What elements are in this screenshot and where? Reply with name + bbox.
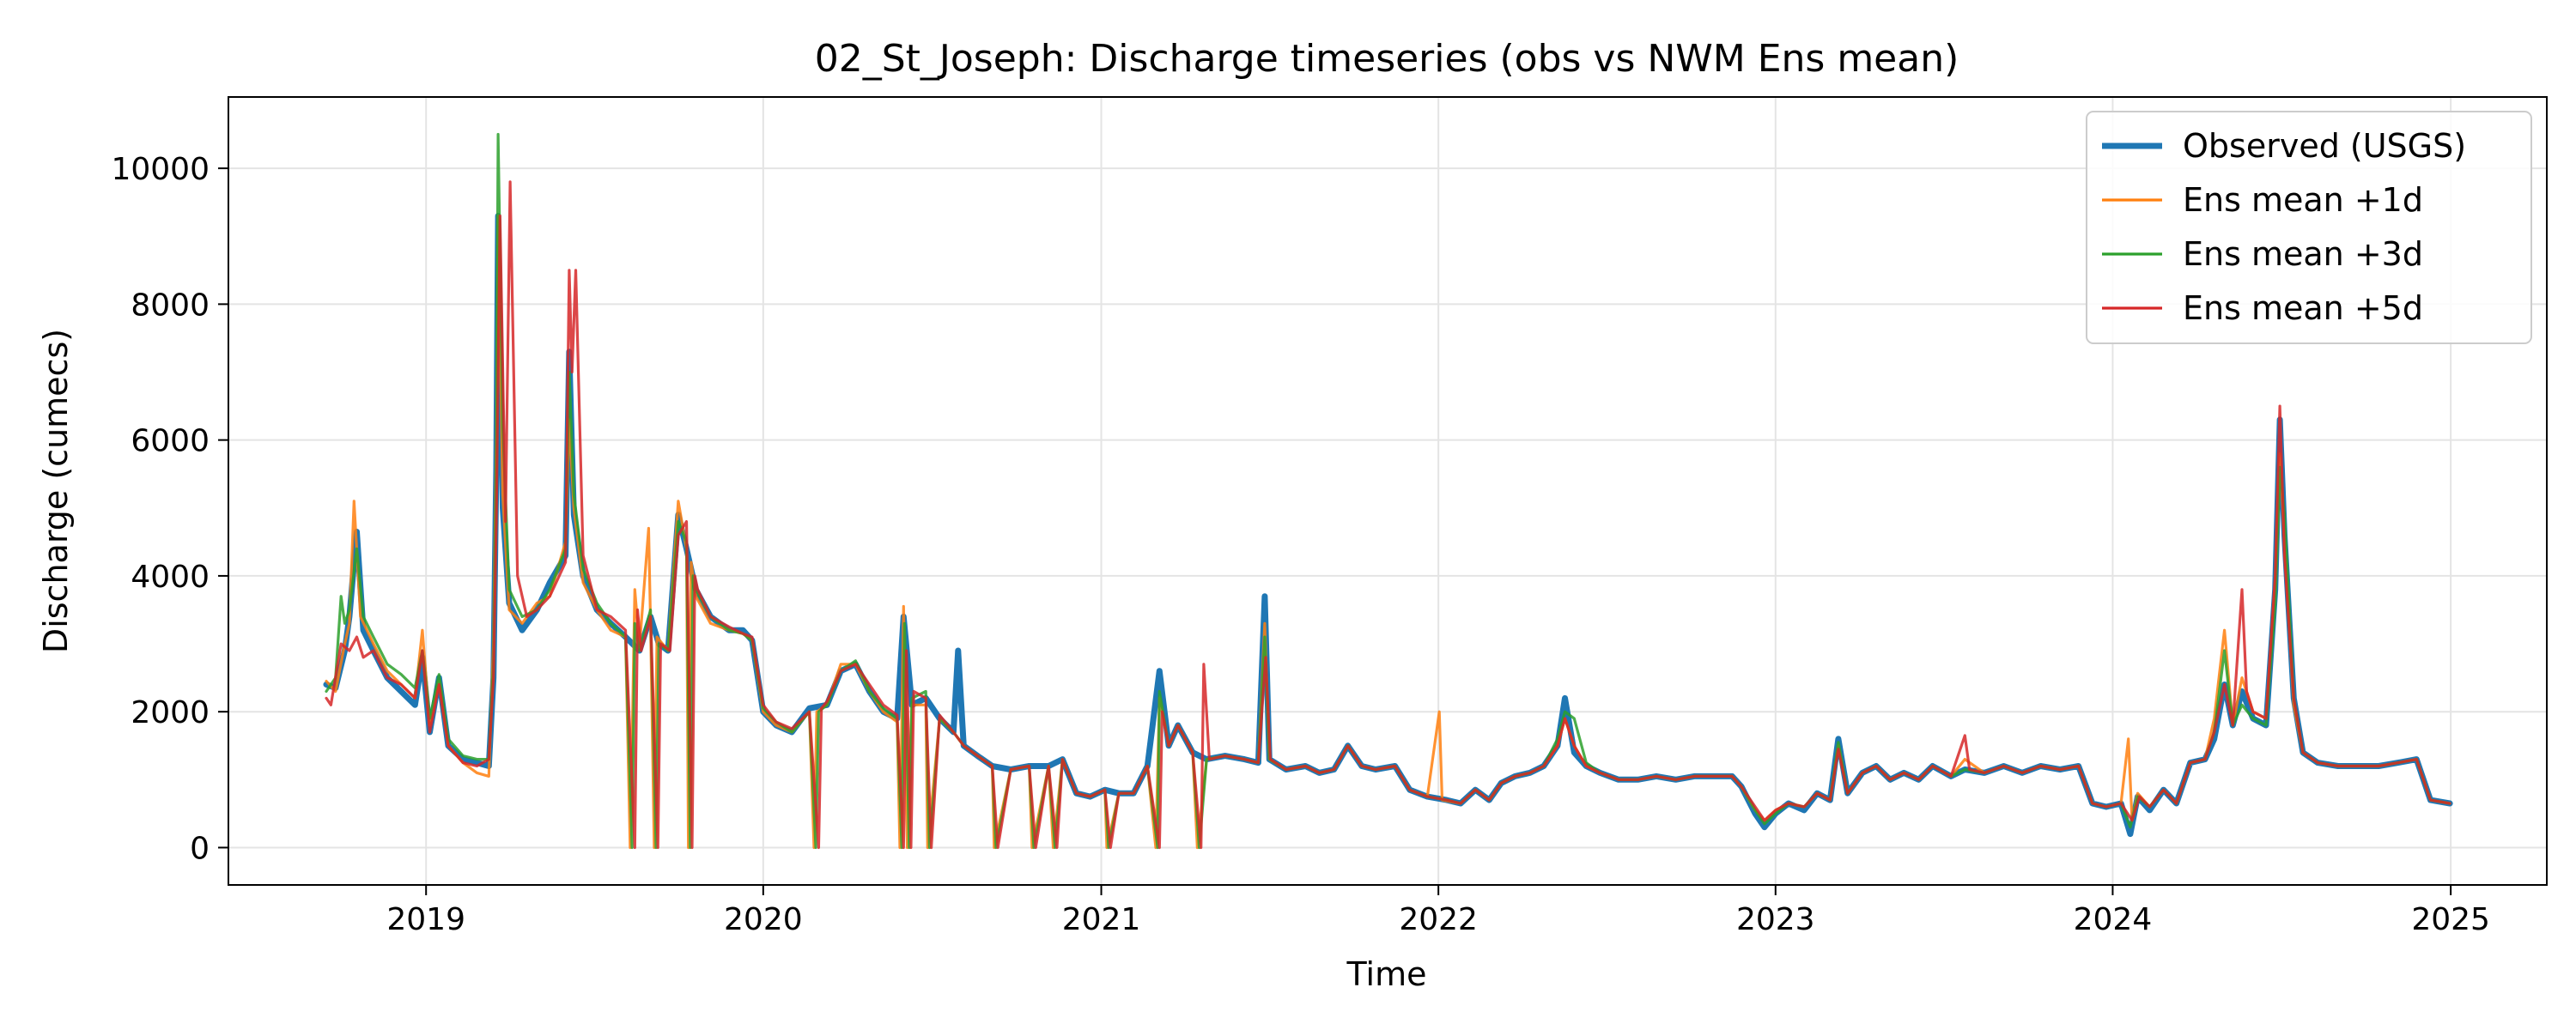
y-tick-label: 2000 bbox=[131, 695, 210, 730]
legend-label: Ens mean +3d bbox=[2183, 235, 2423, 273]
plot-frame bbox=[228, 96, 2548, 886]
chart-title: 02_St_Joseph: Discharge timeseries (obs … bbox=[815, 37, 1959, 81]
y-tick-label: 4000 bbox=[131, 560, 210, 595]
y-tick-label: 10000 bbox=[111, 152, 210, 187]
legend-box bbox=[2086, 111, 2532, 344]
x-tick-label: 2025 bbox=[2411, 902, 2490, 937]
legend-label: Ens mean +1d bbox=[2183, 181, 2423, 219]
y-tick-label: 6000 bbox=[131, 424, 210, 459]
legend-label: Ens mean +5d bbox=[2183, 289, 2423, 327]
legend: Observed (USGS) Ens mean +1d Ens mean +3d E… bbox=[2086, 111, 2532, 344]
legend-label: Observed (USGS) bbox=[2183, 127, 2466, 165]
series-layer bbox=[323, 132, 2453, 850]
y-tick-label: 0 bbox=[190, 831, 210, 866]
x-tick-label: 2024 bbox=[2074, 902, 2153, 937]
axis-ticks: 2019 2020 2021 2022 2023 2024 2025 0 2000 4000 600… bbox=[111, 152, 2489, 937]
x-tick-label: 2020 bbox=[724, 902, 803, 937]
x-axis-label: Time bbox=[1346, 955, 1427, 993]
series-line-ens-mean-5d bbox=[325, 180, 2451, 850]
x-tick-label: 2021 bbox=[1062, 902, 1141, 937]
y-tick-label: 8000 bbox=[131, 288, 210, 323]
x-tick-label: 2022 bbox=[1399, 902, 1478, 937]
y-axis-label: Discharge (cumecs) bbox=[37, 329, 75, 653]
x-tick-label: 2023 bbox=[1736, 902, 1815, 937]
x-tick-label: 2019 bbox=[386, 902, 465, 937]
